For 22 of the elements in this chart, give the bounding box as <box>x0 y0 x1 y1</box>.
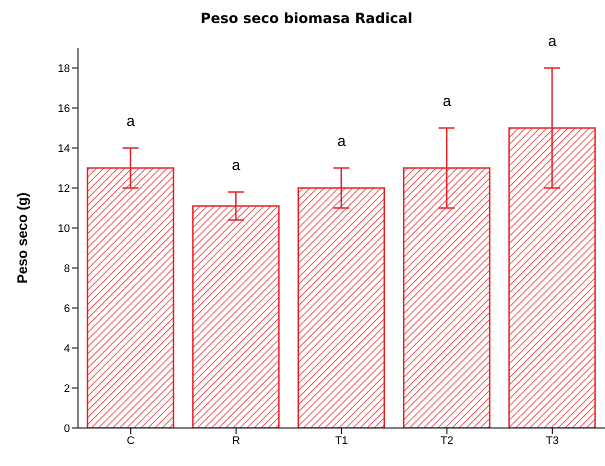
chart-title: Peso seco biomasa Radical <box>200 10 414 29</box>
y-tick-label: 18 <box>58 62 70 75</box>
annotation: a <box>442 93 452 110</box>
y-tick-label: 14 <box>58 142 70 155</box>
y-tick-label: 0 <box>64 422 70 435</box>
annotation: a <box>232 157 241 174</box>
annotation: a <box>337 133 346 150</box>
y-tick-label: 10 <box>58 222 70 235</box>
y-tick-label: 8 <box>64 262 70 275</box>
y-axis-title: Peso seco (g) <box>14 192 30 284</box>
annotation: a <box>126 113 136 130</box>
x-tick-label: T1 <box>335 434 348 447</box>
x-tick-label: T2 <box>440 434 454 447</box>
y-tick-label: 16 <box>58 102 70 115</box>
y-tick-label: 12 <box>58 182 70 195</box>
x-tick-label: C <box>126 434 135 447</box>
y-tick-label: 2 <box>64 382 70 395</box>
annotation: a <box>548 33 558 50</box>
x-tick-label: T3 <box>546 434 559 447</box>
y-tick-label: 4 <box>64 342 70 355</box>
y-tick-label: 6 <box>64 302 70 315</box>
x-tick-label: R <box>232 434 240 447</box>
